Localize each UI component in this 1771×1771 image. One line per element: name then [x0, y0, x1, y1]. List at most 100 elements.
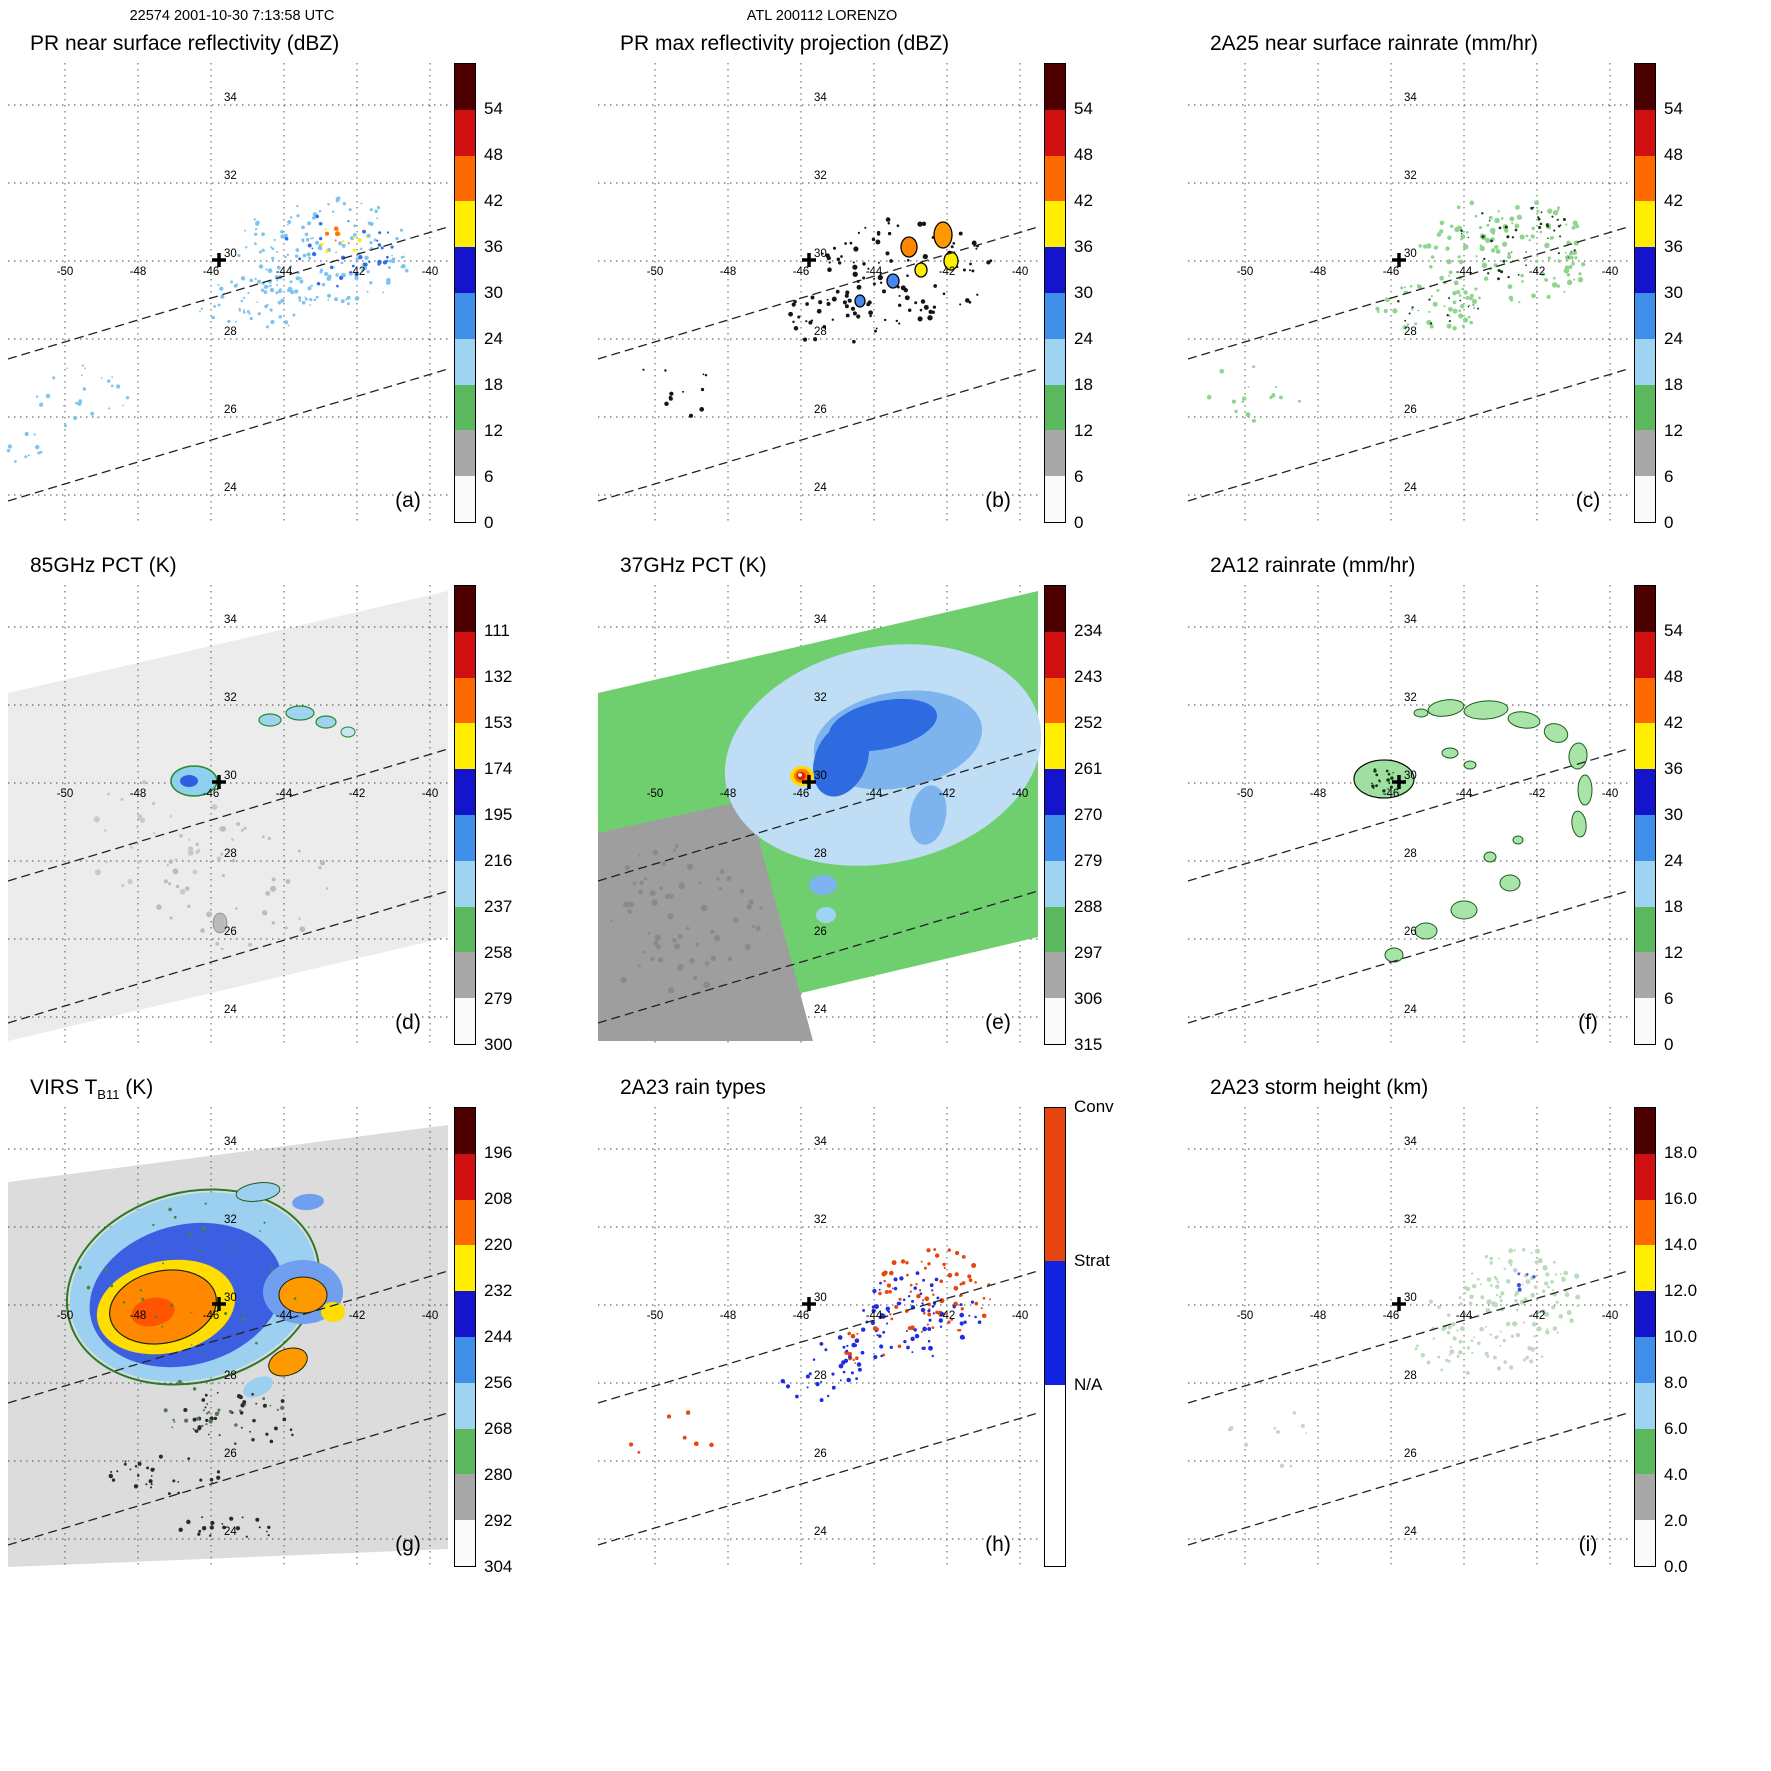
data-speckle	[276, 279, 279, 282]
lat-label: 30	[814, 1292, 827, 1304]
data-speckle	[1576, 1304, 1580, 1308]
data-speckle	[931, 1354, 935, 1358]
data-speckle	[111, 376, 114, 379]
data-speckle	[210, 1520, 215, 1526]
colorbar-segment	[455, 814, 475, 861]
data-speckle	[240, 1426, 243, 1429]
data-speckle	[278, 314, 283, 319]
colorbar-segment	[1045, 338, 1065, 385]
data-speckle	[969, 262, 972, 266]
data-speckle	[1508, 1248, 1514, 1254]
data-speckle	[291, 1433, 294, 1437]
data-speckle	[920, 1307, 926, 1313]
data-speckle	[1467, 315, 1471, 319]
lon-label: -48	[130, 788, 147, 800]
data-speckle	[637, 1451, 641, 1454]
colorbar-tick-label: 6	[484, 467, 494, 486]
data-speckle	[284, 320, 289, 325]
data-speckle	[692, 975, 698, 981]
data-speckle	[959, 303, 962, 306]
lon-label: -40	[1602, 788, 1619, 800]
data-speckle	[748, 899, 754, 905]
data-speckle	[792, 320, 795, 324]
data-speckle	[305, 238, 310, 242]
data-speckle	[844, 293, 849, 298]
data-speckle	[1568, 264, 1573, 270]
data-speckle	[1390, 776, 1394, 780]
data-speckle	[1392, 772, 1394, 774]
data-speckle	[209, 1525, 214, 1530]
data-speckle	[627, 909, 633, 915]
swath-boundary-line	[7, 1270, 449, 1404]
data-speckle	[243, 229, 247, 232]
data-speckle	[976, 293, 979, 296]
data-speckle	[186, 1519, 191, 1525]
data-speckle	[1251, 418, 1256, 423]
data-speckle	[846, 1344, 849, 1347]
data-blob	[258, 713, 282, 727]
data-speckle	[909, 1290, 912, 1293]
data-speckle	[221, 873, 225, 878]
data-speckle	[886, 1322, 889, 1325]
panel-title-text: 2A25 near surface rainrate (mm/hr)	[1210, 32, 1538, 55]
colorbar-ticks: 196 208 220 232 244 256 268 280 292 304	[484, 1107, 542, 1576]
lon-label: -42	[939, 788, 956, 800]
data-speckle	[1473, 1336, 1475, 1339]
data-speckle	[234, 320, 237, 323]
panel-title-text: 2A23 storm height (km)	[1210, 1076, 1429, 1099]
data-speckle	[235, 907, 238, 910]
data-speckle	[1530, 1251, 1533, 1254]
data-speckle	[1466, 1346, 1471, 1350]
data-speckle	[1516, 1308, 1519, 1312]
data-speckle	[1477, 1277, 1480, 1281]
data-speckle	[718, 886, 723, 891]
data-speckle	[259, 1230, 262, 1232]
data-speckle	[878, 1334, 882, 1338]
data-speckle	[169, 1303, 174, 1308]
data-speckle	[852, 264, 858, 270]
data-speckle	[1551, 1305, 1556, 1310]
data-blob	[285, 705, 315, 721]
data-blob	[1413, 708, 1429, 718]
data-speckle	[298, 917, 301, 920]
lon-label: -46	[1383, 788, 1400, 800]
data-speckle	[1402, 325, 1408, 330]
data-speckle	[1552, 210, 1559, 216]
data-speckle	[1452, 308, 1458, 314]
data-speckle	[903, 288, 908, 293]
data-blob	[268, 1347, 308, 1377]
data-speckle	[1534, 1347, 1537, 1350]
data-speckle	[235, 284, 238, 287]
data-speckle	[1252, 365, 1256, 369]
lat-label: 26	[224, 926, 237, 938]
colorbar-segment	[1045, 430, 1065, 477]
data-speckle	[875, 239, 881, 245]
data-speckle	[116, 1470, 119, 1473]
data-speckle	[1539, 230, 1543, 234]
data-speckle	[309, 237, 312, 240]
data-speckle	[651, 899, 658, 906]
data-speckle	[952, 1305, 956, 1309]
data-speckle	[254, 277, 257, 281]
data-speckle	[1518, 300, 1521, 304]
data-speckle	[1503, 1267, 1507, 1271]
data-speckle	[1456, 290, 1461, 295]
data-speckle	[172, 868, 179, 875]
data-speckle	[971, 269, 975, 273]
data-speckle	[282, 271, 285, 274]
lon-label: -42	[349, 1310, 366, 1322]
lat-label: 24	[814, 482, 827, 494]
lon-label: -46	[793, 1310, 810, 1322]
data-speckle	[197, 1425, 202, 1430]
panel-letter: (a)	[395, 489, 421, 512]
data-speckle	[872, 282, 876, 286]
data-speckle	[1449, 1349, 1455, 1355]
data-speckle	[959, 1303, 963, 1307]
lon-label: -50	[647, 1310, 664, 1322]
data-speckle	[348, 271, 353, 276]
data-speckle	[1486, 1277, 1492, 1282]
data-speckle	[1564, 265, 1570, 271]
data-blob	[1414, 922, 1438, 940]
data-speckle	[921, 1302, 924, 1305]
data-speckle	[190, 1312, 192, 1314]
